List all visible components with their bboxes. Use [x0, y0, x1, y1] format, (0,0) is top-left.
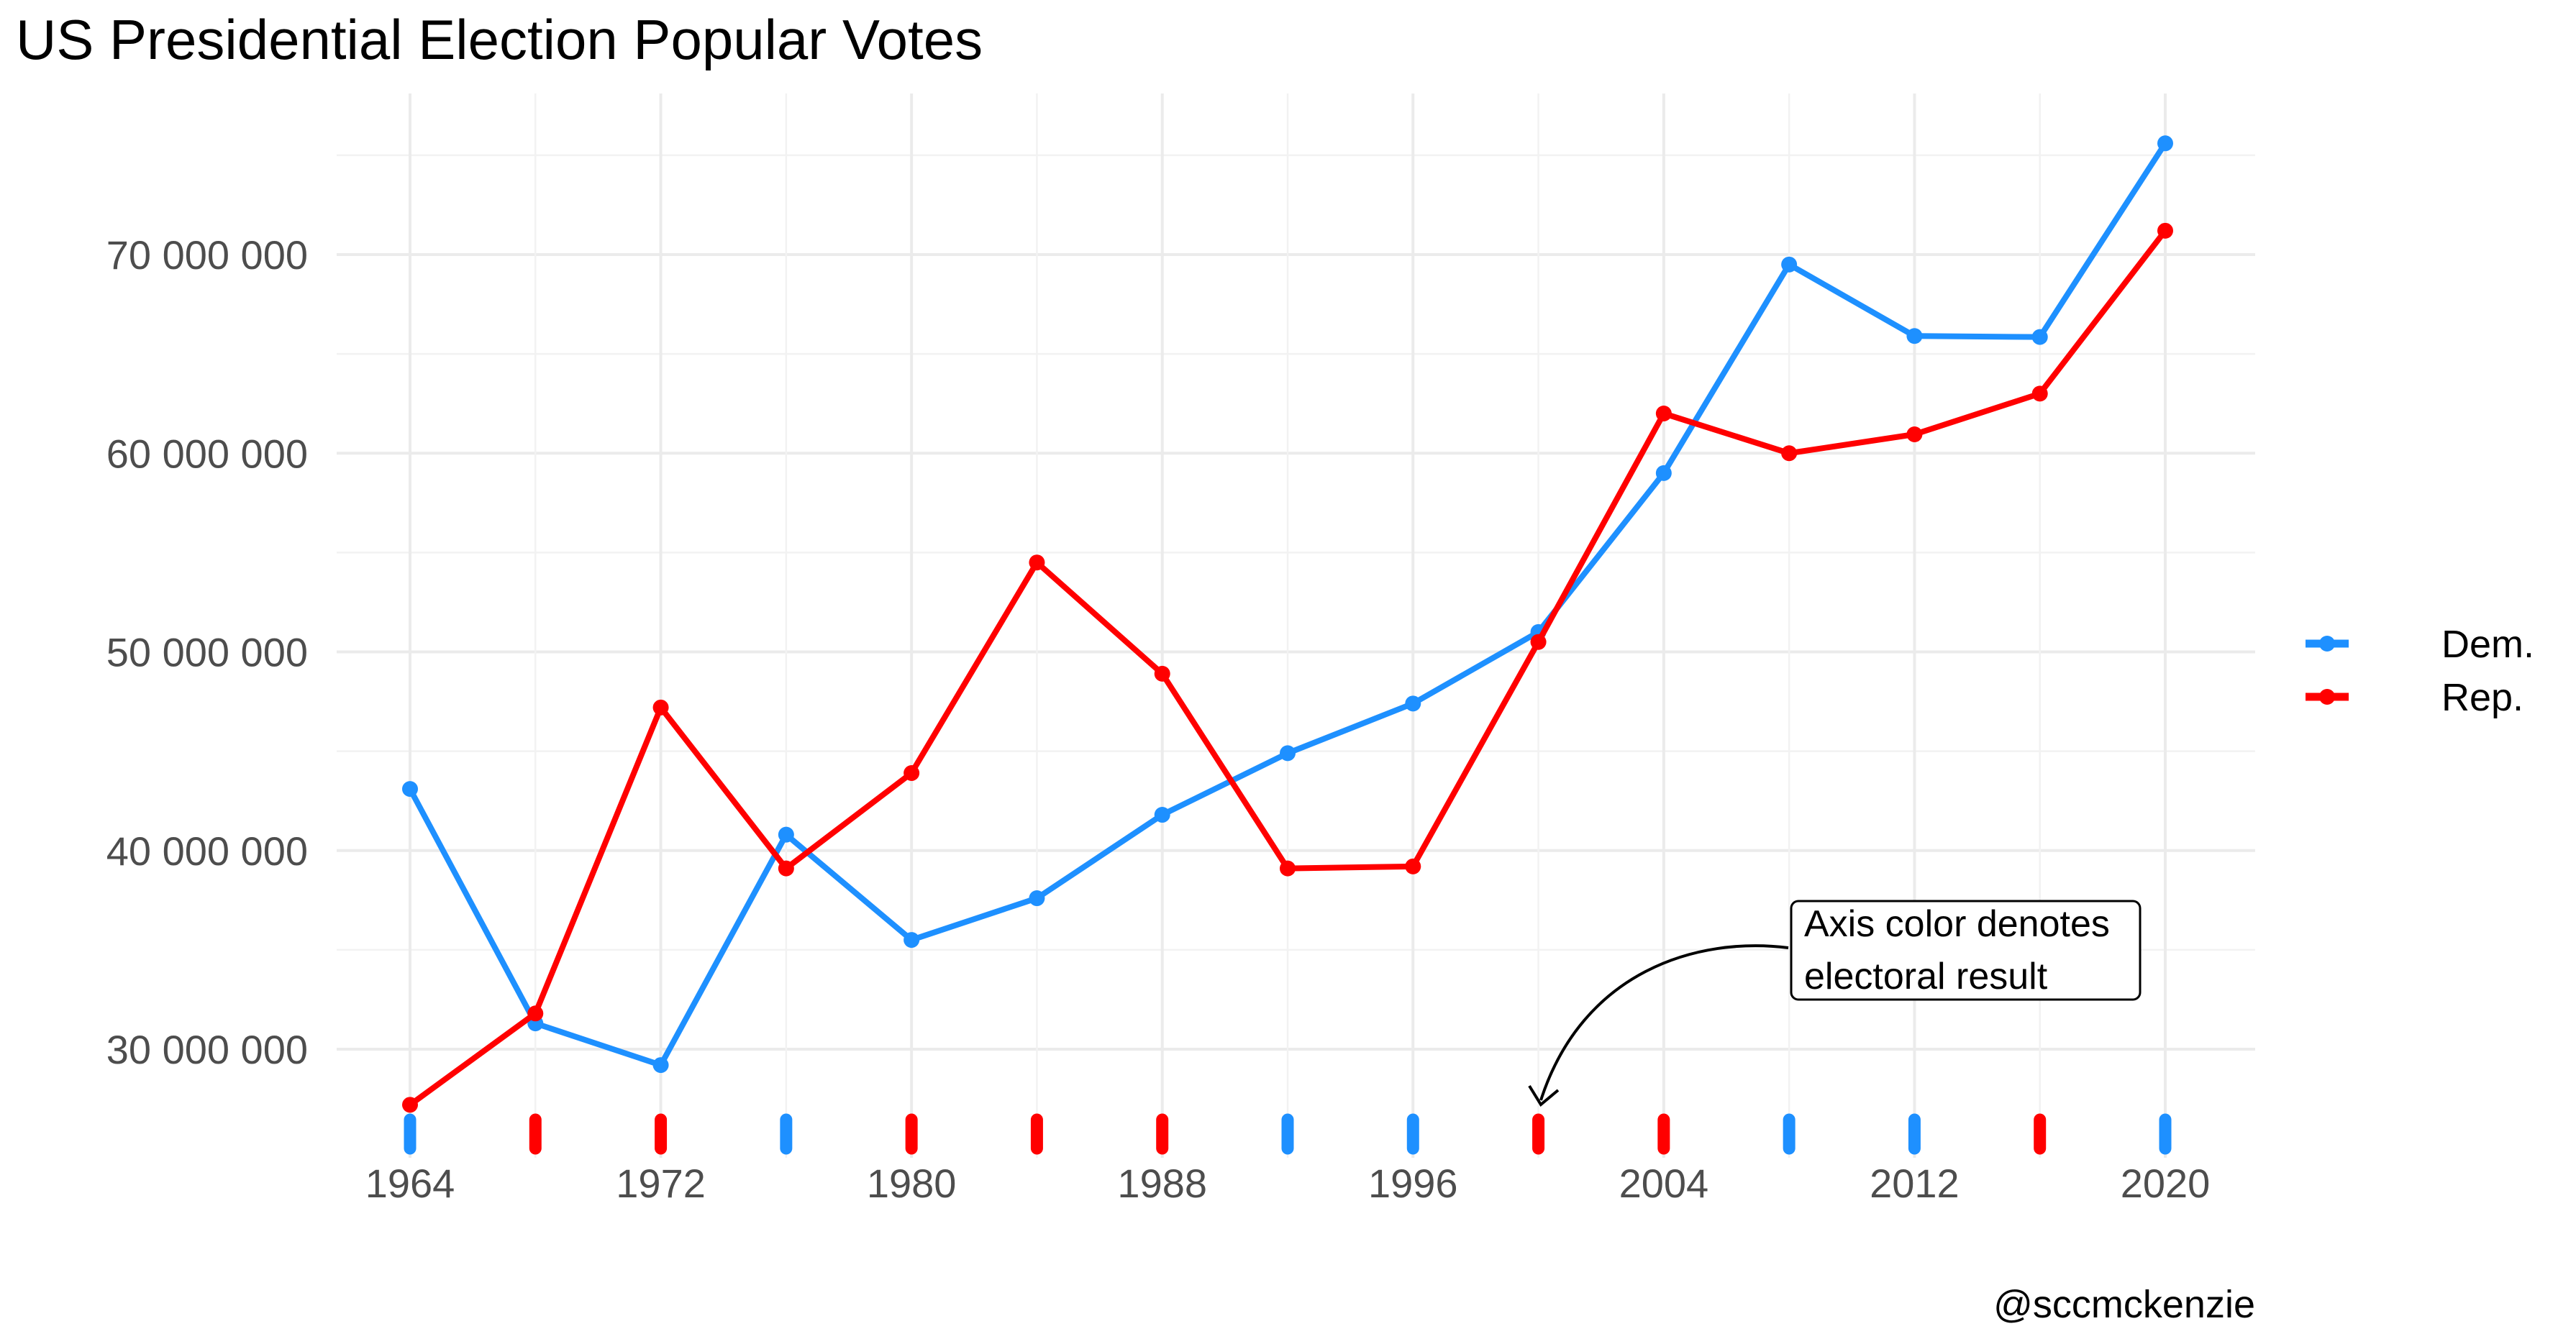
legend-label: Rep. — [2441, 676, 2523, 719]
y-tick-label: 40 000 000 — [106, 828, 308, 874]
data-point — [1154, 665, 1170, 682]
annotation: Axis color denotes electoral result — [1528, 900, 2142, 1107]
series-layer — [402, 135, 2173, 1113]
data-point — [1655, 406, 1672, 421]
annotation-box — [1790, 900, 2142, 1001]
data-point — [1280, 745, 1296, 762]
annotation-arrow — [1539, 944, 1789, 1101]
x-tick-label: 1988 — [1117, 1161, 1207, 1206]
data-point — [2031, 329, 2048, 345]
data-point — [652, 699, 669, 716]
x-tick-label: 2020 — [2121, 1161, 2211, 1206]
y-tick-label: 60 000 000 — [106, 431, 308, 476]
x-tick-label: 1996 — [1368, 1161, 1458, 1206]
data-point — [1655, 465, 1672, 481]
series-rep — [402, 222, 2173, 1113]
data-point — [1906, 426, 1923, 443]
data-point — [1405, 695, 1421, 712]
data-point — [652, 1057, 669, 1074]
data-point — [1405, 858, 1421, 874]
y-tick-label: 70 000 000 — [106, 232, 308, 278]
x-tick-label: 1972 — [616, 1161, 706, 1206]
data-point — [402, 781, 418, 798]
annotation-arrowhead — [1528, 1084, 1560, 1107]
data-point — [402, 1097, 418, 1113]
data-point — [1280, 860, 1296, 877]
x-tick-label: 1980 — [867, 1161, 957, 1206]
x-tick-label: 2012 — [1870, 1161, 1960, 1206]
data-point — [1530, 634, 1547, 650]
data-point — [527, 1005, 544, 1022]
y-axis-ticks: 30 000 000 40 000 000 50 000 000 60 000 000… — [106, 232, 308, 1072]
data-point — [2157, 135, 2173, 152]
x-axis-ticks: 1964 1972 1980 1988 1996 2004 2012 2020 — [365, 1161, 2211, 1206]
data-point — [2157, 222, 2173, 239]
data-point — [1154, 807, 1170, 823]
y-tick-label: 30 000 000 — [106, 1027, 308, 1072]
data-point — [1781, 445, 1798, 462]
caption: @sccmckenzie — [1993, 1283, 2255, 1326]
data-point — [1906, 328, 1923, 344]
legend-key-point — [2319, 689, 2335, 705]
data-point — [778, 826, 794, 843]
data-point — [904, 932, 920, 949]
x-tick-label: 1964 — [365, 1161, 455, 1206]
y-tick-label: 50 000 000 — [106, 630, 308, 675]
legend: Dem. Rep. — [2306, 623, 2534, 719]
series-dem — [402, 135, 2173, 1074]
chart-title: US Presidential Election Popular Votes — [16, 8, 983, 71]
data-point — [1029, 554, 1045, 571]
data-point — [778, 860, 794, 877]
annotation-text: Axis color denotes electoral result — [1804, 903, 2120, 997]
data-point — [904, 765, 920, 782]
data-point — [2031, 385, 2048, 402]
x-tick-label: 2004 — [1619, 1161, 1709, 1206]
data-point — [1781, 256, 1798, 273]
legend-label: Dem. — [2441, 623, 2534, 666]
legend-key-point — [2319, 636, 2335, 652]
data-point — [1029, 890, 1045, 907]
winner-axis-marks — [404, 1113, 2172, 1155]
